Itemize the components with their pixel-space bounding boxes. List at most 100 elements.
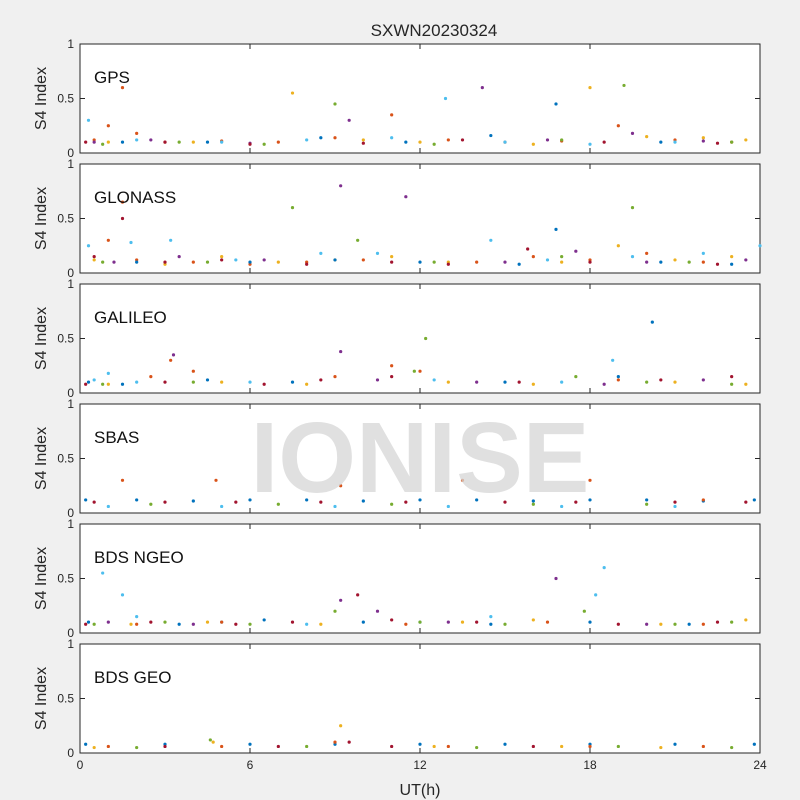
y-tick-label: 1 [67,277,74,291]
data-point [347,740,351,744]
data-point [560,504,564,509]
y-axis-label: S4 Index [33,307,50,370]
data-point [390,618,394,622]
data-point [92,500,96,504]
y-tick-label: 0.5 [57,92,74,106]
data-point [234,258,238,262]
data-point [248,380,252,384]
data-point [432,378,436,382]
data-point [701,378,705,382]
data-point [526,247,530,251]
data-point [86,380,91,384]
y-tick-label: 0 [67,746,74,760]
data-point [120,382,125,386]
y-tick-label: 0 [67,266,74,280]
data-point [361,258,365,262]
data-point [262,142,266,146]
data-point [220,744,224,749]
data-point [446,138,450,142]
data-point [163,380,167,384]
data-point [560,260,564,264]
data-point [84,498,88,502]
data-point [135,138,139,142]
data-point [163,744,167,749]
data-point [106,620,110,624]
data-point [319,251,323,255]
y-tick-label: 0 [67,386,74,400]
data-point [418,369,422,373]
data-point [333,258,337,262]
data-point [135,622,139,626]
data-point [171,353,176,357]
data-point [503,500,507,504]
data-point [475,745,479,750]
data-point [560,255,564,259]
y-tick-label: 1 [67,37,74,51]
data-point [163,140,167,144]
y-axis-label: S4 Index [33,547,50,610]
data-point [248,622,252,626]
data-point [531,142,535,146]
data-point [730,262,734,266]
data-point [588,86,592,90]
data-point [375,251,380,255]
data-point [659,140,663,144]
data-point [135,615,139,619]
data-point [339,484,343,488]
data-point [730,620,734,624]
data-point [645,260,649,264]
data-point [120,200,125,204]
data-point [276,260,280,264]
data-point [390,375,394,379]
data-point [120,216,125,221]
data-point [622,83,626,88]
x-tick-label: 24 [753,758,767,772]
data-point [554,227,558,231]
data-point [163,620,167,624]
data-point [588,498,592,502]
data-point [489,133,493,138]
y-tick-label: 1 [67,517,74,531]
data-point [574,249,578,253]
y-tick-label: 0.5 [57,452,74,466]
data-point [319,500,323,504]
data-point [375,378,380,382]
data-point [101,260,105,264]
data-point [84,140,88,144]
data-point [659,622,663,626]
data-point [588,478,592,482]
data-point [616,244,620,248]
data-point [106,124,110,128]
chart-panels: 0 0.5 1 S4 Index GPS 0 0.5 1 S4 Index GLONASS 0 0.5… [33,37,762,760]
panel-label: BDS NGEO [94,548,184,567]
panel-label: BDS GEO [94,668,171,687]
data-point [503,742,507,746]
data-point [701,139,705,143]
data-point [92,258,96,262]
panel-label: GPS [94,68,130,87]
data-point [659,260,663,264]
data-point [248,260,252,264]
y-tick-label: 1 [67,397,74,411]
data-point [489,238,493,242]
data-point [460,138,465,142]
data-point [673,258,677,262]
y-tick-label: 0 [67,626,74,640]
data-point [361,138,365,142]
data-point [418,140,422,144]
data-point [475,380,479,384]
data-point [375,609,380,613]
data-point [149,138,153,142]
data-point [531,499,535,503]
data-point [177,255,181,259]
x-tick-label: 18 [583,758,597,772]
data-point [673,380,677,384]
x-tick-label: 6 [247,758,254,772]
data-point [305,382,309,386]
data-point [412,369,416,373]
data-point [262,618,266,622]
data-point [673,500,677,504]
plot-area [79,283,761,394]
y-tick-label: 0 [67,506,74,520]
y-tick-label: 1 [67,637,74,651]
